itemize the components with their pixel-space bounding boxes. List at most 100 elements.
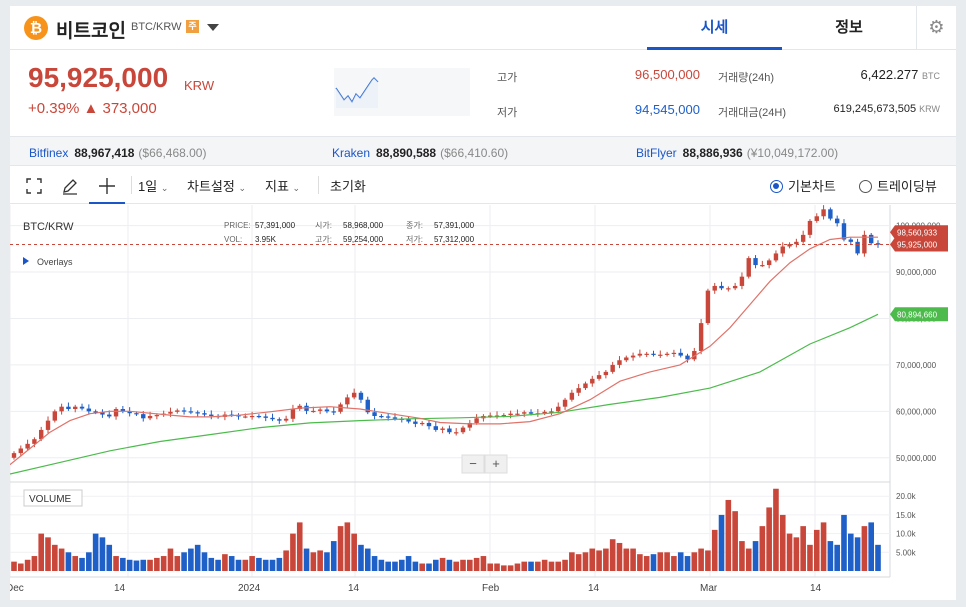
- volume-bar: [242, 559, 249, 571]
- candle-body: [678, 352, 683, 356]
- indicators-menu[interactable]: 지표 ⌄: [265, 179, 301, 194]
- candle-body: [794, 241, 799, 245]
- volume-bar: [92, 533, 99, 571]
- candle-body: [800, 234, 806, 242]
- volume-bar: [113, 556, 119, 571]
- volume-bar: [405, 556, 412, 571]
- x-axis-tick-label: 14: [588, 583, 600, 594]
- volume-bar: [521, 561, 528, 571]
- candle-body: [100, 412, 105, 415]
- volume-bar: [773, 488, 779, 571]
- volume-bar: [262, 559, 269, 571]
- overlays-toggle[interactable]: Overlays: [37, 257, 73, 267]
- chart-settings-menu[interactable]: 차트설정 ⌄: [187, 179, 247, 194]
- volume-bar: [228, 556, 235, 571]
- x-axis-tick-label: Feb: [482, 583, 500, 594]
- volume-bar: [868, 522, 874, 571]
- basic-chart-radio[interactable]: 기본차트: [770, 176, 836, 195]
- fullscreen-icon[interactable]: [26, 178, 42, 194]
- candle-body: [780, 246, 785, 254]
- candle-body: [324, 409, 330, 412]
- candle-body: [120, 409, 126, 412]
- volume-bar: [705, 550, 711, 571]
- exchange-bitfinex[interactable]: Bitfinex 88,967,418 ($66,468.00): [29, 146, 207, 160]
- volume-bar: [167, 548, 174, 571]
- candle-body: [494, 415, 500, 417]
- volume-bar: [861, 526, 868, 571]
- overlays-expand-icon[interactable]: [23, 257, 29, 265]
- candle-body: [624, 357, 629, 361]
- info-high-label: 고가:: [315, 235, 332, 244]
- coin-dropdown-icon[interactable]: [207, 24, 219, 31]
- crosshair-tool[interactable]: [89, 172, 125, 204]
- candle-body: [365, 399, 370, 413]
- info-low-label: 저가:: [406, 235, 423, 244]
- candle-body: [195, 412, 200, 414]
- gear-icon[interactable]: ⚙: [916, 6, 956, 50]
- volume-bar: [745, 548, 752, 571]
- candle-body: [766, 260, 772, 266]
- price-chart-canvas[interactable]: 100,000,00090,000,00080,000,00070,000,00…: [6, 205, 956, 600]
- volume-bar: [235, 559, 242, 571]
- exchange-kraken[interactable]: Kraken 88,890,588 ($66,410.60): [332, 146, 509, 160]
- volume-bar: [181, 552, 187, 571]
- x-axis-tick-label: 2024: [238, 583, 261, 594]
- volume-bar: [453, 561, 460, 571]
- x-axis-tick-label: Dec: [10, 583, 24, 594]
- coin-name[interactable]: 비트코인: [56, 21, 126, 42]
- price-tag-label: 80,894,660: [897, 310, 938, 319]
- volume-bar: [616, 542, 623, 571]
- candle-body: [243, 416, 248, 418]
- candle-body: [188, 411, 194, 413]
- price-unit: KRW: [184, 78, 215, 93]
- amount-label: 거래대금(24H): [718, 107, 786, 119]
- volume-bar: [120, 557, 126, 571]
- candle-body: [828, 209, 833, 219]
- volume-bar: [18, 563, 24, 571]
- candle-body: [542, 411, 547, 414]
- volume-bar: [290, 533, 296, 571]
- volume-bar: [222, 554, 228, 571]
- volume-bar: [344, 522, 351, 571]
- zoom-in-button[interactable]: [484, 454, 508, 474]
- candle-body: [590, 378, 595, 384]
- volume-bar: [58, 548, 65, 571]
- volume-bar: [330, 541, 337, 571]
- candle-body: [433, 426, 438, 430]
- candle-body: [834, 218, 840, 224]
- candle-body: [345, 397, 350, 405]
- volume-bar: [569, 552, 575, 571]
- tab-price[interactable]: 시세: [647, 6, 782, 50]
- price-chart[interactable]: 100,000,00090,000,00080,000,00070,000,00…: [6, 205, 956, 600]
- candle-body: [419, 422, 425, 425]
- tab-info[interactable]: 정보: [835, 19, 863, 36]
- candle-body: [175, 410, 180, 412]
- volume-bar: [650, 554, 657, 571]
- candle-body: [93, 411, 98, 413]
- exchange-bitflyer[interactable]: BitFlyer 88,886,936 (¥10,049,172.00): [636, 146, 839, 160]
- candle-body: [25, 443, 30, 449]
- candle-body: [685, 355, 690, 360]
- reset-button[interactable]: 초기화: [330, 179, 366, 194]
- candle-body: [705, 290, 711, 324]
- draw-pen-icon[interactable]: [61, 177, 79, 195]
- candle-body: [630, 355, 636, 358]
- zoom-out-button[interactable]: [461, 454, 485, 474]
- volume-bar: [324, 552, 330, 571]
- candle-body: [79, 406, 85, 409]
- volume-axis-tick-label: 20.0k: [896, 492, 917, 501]
- volume-bar: [269, 559, 276, 571]
- candle-body: [73, 406, 78, 410]
- candle-body: [134, 413, 139, 415]
- candle-body: [637, 353, 643, 356]
- volume-bar: [603, 548, 609, 571]
- volume-bar: [432, 559, 439, 571]
- volume-value: 6,422.277 BTC: [860, 67, 940, 82]
- tradingview-radio[interactable]: 트레이딩뷰: [859, 176, 937, 195]
- volume-bar: [609, 539, 616, 571]
- interval-select[interactable]: 1일 ⌄: [138, 179, 169, 194]
- volume-bar: [24, 559, 31, 571]
- x-axis-tick-label: 14: [810, 583, 822, 594]
- candle-body: [263, 416, 268, 418]
- candle-body: [474, 418, 479, 423]
